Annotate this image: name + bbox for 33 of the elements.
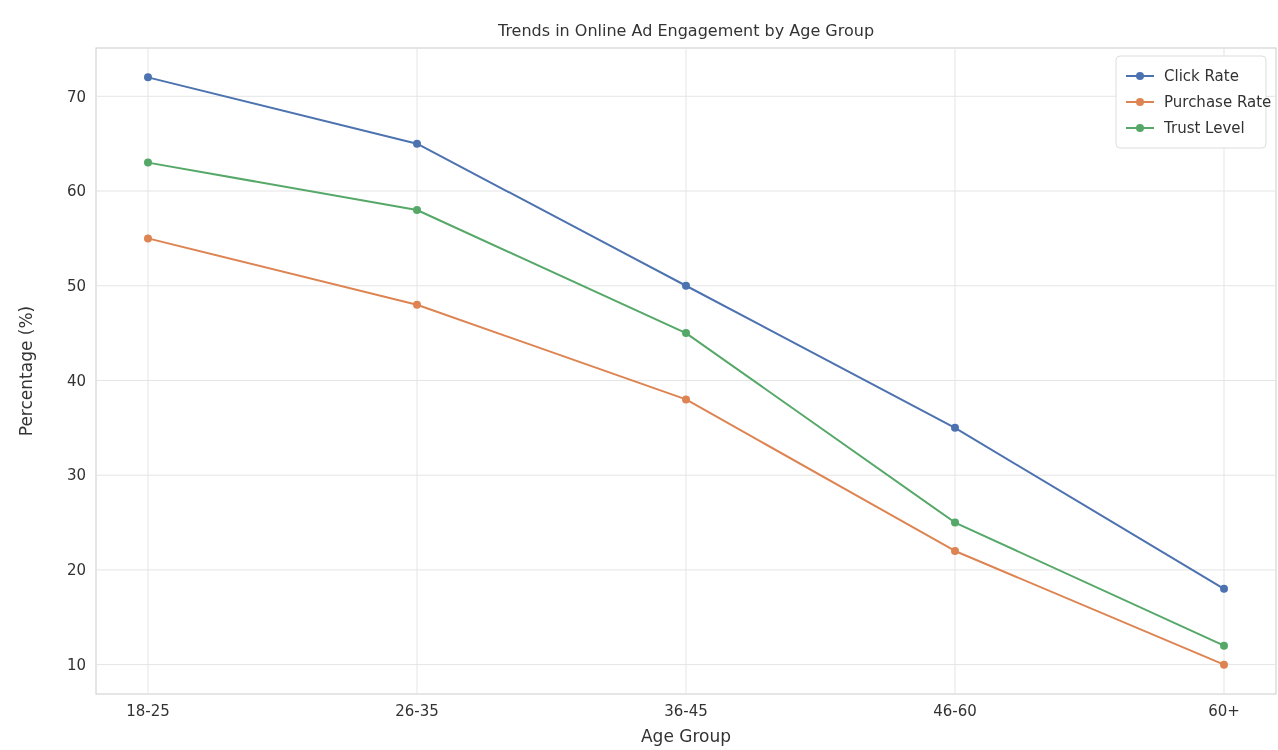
y-tick-label: 60 [66, 182, 86, 201]
x-tick-label: 36-45 [664, 702, 708, 720]
chart-title: Trends in Online Ad Engagement by Age Group [496, 21, 875, 40]
legend-label: Trust Level [1163, 119, 1245, 138]
y-tick-label: 20 [66, 561, 86, 580]
point [1220, 641, 1228, 650]
legend-label: Purchase Rate [1164, 93, 1272, 112]
y-tick-label: 70 [66, 87, 86, 106]
point [144, 234, 152, 243]
point [1220, 584, 1228, 593]
point [682, 329, 690, 338]
point [1220, 660, 1228, 669]
point [682, 395, 690, 404]
point [413, 300, 421, 309]
y-tick-label: 50 [66, 277, 86, 295]
point [951, 423, 959, 432]
y-tick-label: 30 [66, 466, 86, 485]
y-tick-label: 40 [66, 371, 86, 390]
y-axis-title: Percentage (%) [16, 305, 36, 437]
legend-label: Click Rate [1164, 67, 1239, 86]
x-tick-label: 26-35 [395, 702, 439, 720]
point [682, 281, 690, 290]
x-tick-label: 60+ [1208, 702, 1240, 720]
y-tick-label: 10 [66, 655, 86, 674]
point [413, 205, 421, 214]
point [951, 518, 959, 527]
point [413, 139, 421, 148]
x-tick-label: 18-25 [126, 702, 170, 720]
x-tick-label: 46-60 [933, 702, 977, 720]
point [951, 546, 959, 555]
point [144, 158, 152, 167]
point [144, 73, 152, 82]
x-axis-title: Age Group [640, 726, 732, 746]
